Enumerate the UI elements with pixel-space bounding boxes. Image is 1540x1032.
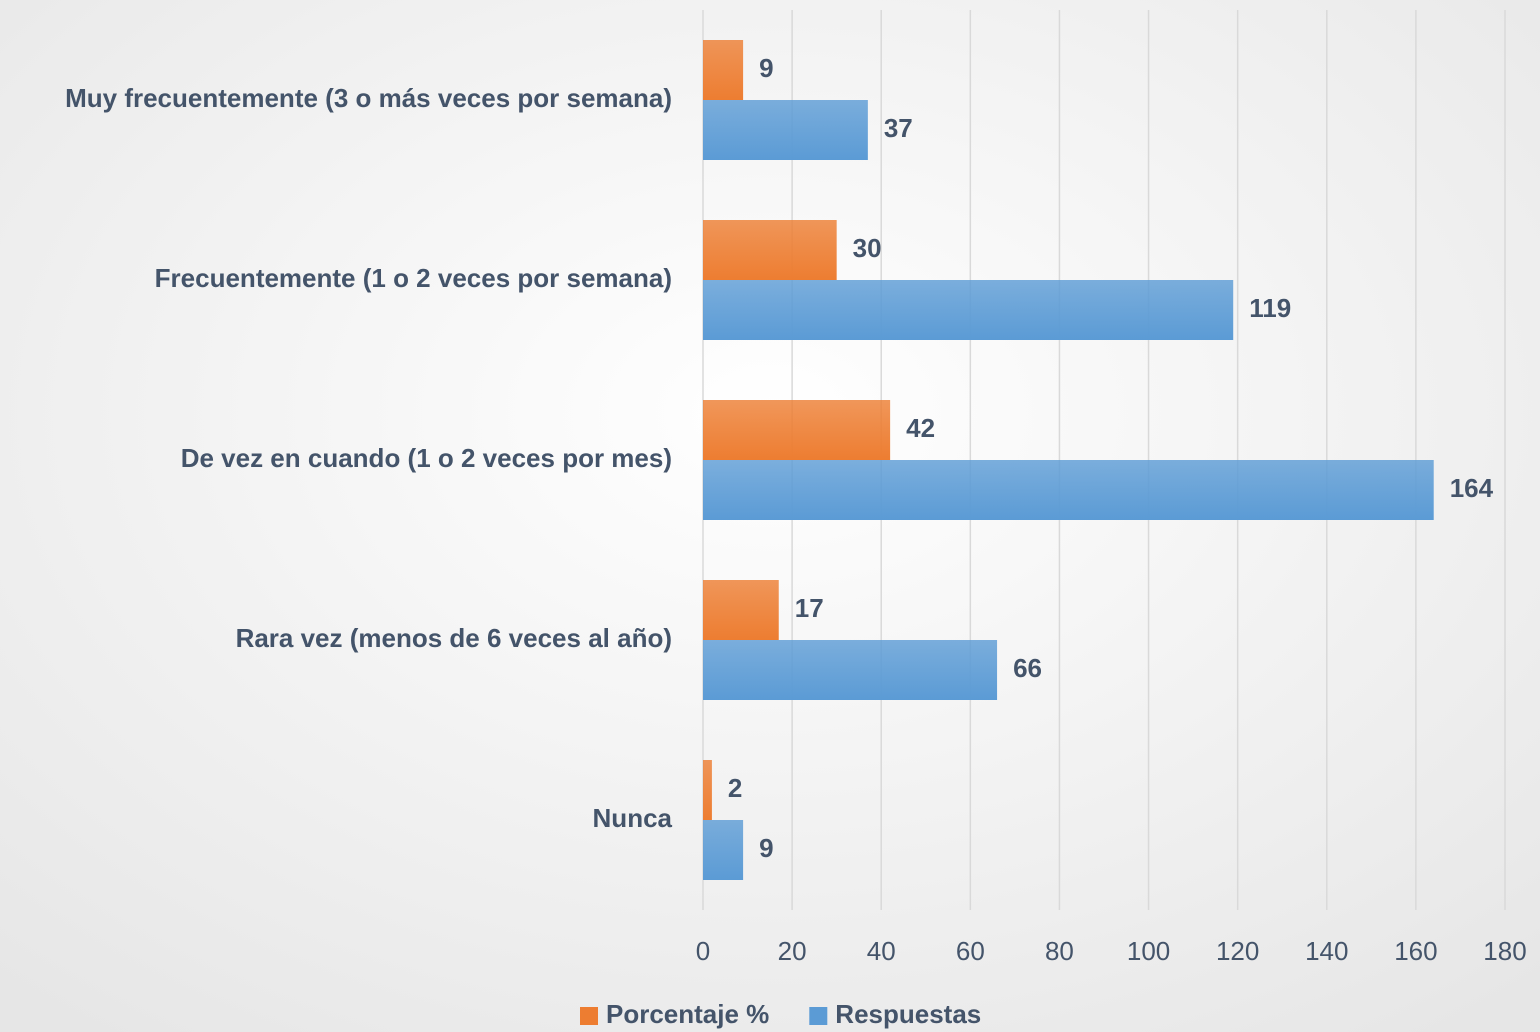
bar: [703, 220, 837, 280]
x-tick-label: 80: [1045, 936, 1074, 966]
category-label: Rara vez (menos de 6 veces al año): [236, 623, 672, 653]
bar: [703, 460, 1434, 520]
category-label: Frecuentemente (1 o 2 veces por semana): [155, 263, 672, 293]
x-tick-label: 180: [1483, 936, 1526, 966]
x-tick-label: 100: [1127, 936, 1170, 966]
x-tick-label: 20: [778, 936, 807, 966]
data-label: 37: [884, 113, 913, 143]
data-label: 9: [759, 53, 773, 83]
bar: [703, 760, 712, 820]
bar: [703, 580, 779, 640]
x-tick-label: 140: [1305, 936, 1348, 966]
legend-label: Respuestas: [835, 999, 981, 1029]
bar: [703, 400, 891, 460]
data-label: 119: [1249, 293, 1291, 323]
data-label: 66: [1013, 653, 1042, 683]
data-label: 9: [759, 833, 773, 863]
bar: [703, 280, 1234, 340]
data-label: 2: [728, 773, 742, 803]
legend-swatch: [809, 1007, 828, 1025]
legend-label: Porcentaje %: [606, 999, 769, 1029]
x-tick-label: 40: [867, 936, 896, 966]
category-label: Nunca: [593, 803, 673, 833]
data-label: 17: [795, 593, 824, 623]
legend-swatch: [580, 1007, 598, 1025]
x-tick-label: 120: [1216, 936, 1259, 966]
x-tick-label: 60: [956, 936, 985, 966]
data-label: 30: [853, 233, 882, 263]
category-label: De vez en cuando (1 o 2 veces por mes): [181, 443, 672, 473]
x-tick-label: 160: [1394, 936, 1437, 966]
bar: [703, 40, 744, 100]
bar: [703, 100, 868, 160]
x-tick-label: 0: [696, 936, 710, 966]
data-label: 164: [1450, 473, 1494, 503]
bar: [703, 820, 744, 880]
data-label: 42: [906, 413, 935, 443]
bar: [703, 640, 998, 700]
category-label: Muy frecuentemente (3 o más veces por se…: [65, 83, 672, 113]
